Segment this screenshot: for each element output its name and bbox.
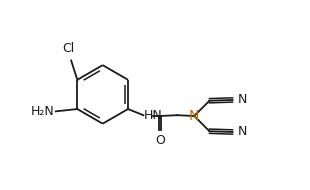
Text: N: N [189,109,199,123]
Text: N: N [238,93,247,106]
Text: Cl: Cl [63,42,75,55]
Text: O: O [155,135,165,147]
Text: N: N [238,125,247,139]
Text: HN: HN [144,109,163,123]
Text: H₂N: H₂N [30,105,54,118]
